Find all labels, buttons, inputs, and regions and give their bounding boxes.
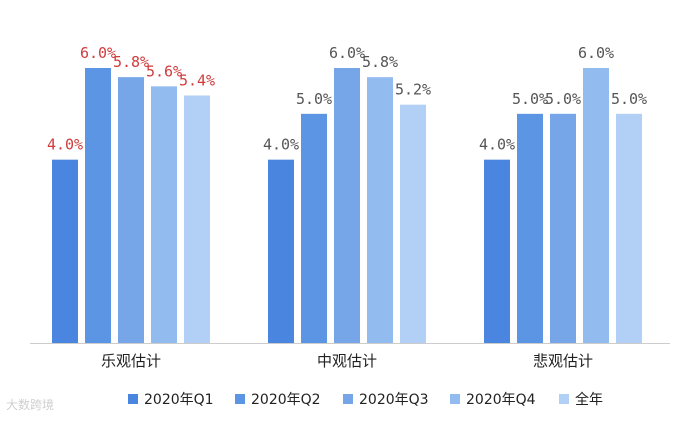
- bar-1-1: [301, 113, 327, 343]
- bar-0-2: [118, 77, 144, 344]
- bar-0-0: [52, 159, 78, 343]
- legend-swatch-4: [559, 394, 569, 404]
- category-label-0: 乐观估计: [101, 352, 161, 370]
- value-label-2-1: 5.0%: [512, 90, 548, 108]
- value-label-0-3: 5.6%: [146, 62, 182, 80]
- legend: 2020年Q1 2020年Q2 2020年Q3 2020年Q4 全年: [128, 391, 603, 408]
- category-labels-group: 乐观估计 中观估计 悲观估计: [101, 352, 593, 370]
- value-label-1-2: 6.0%: [329, 44, 365, 62]
- bar-1-3: [367, 77, 393, 344]
- category-label-2: 悲观估计: [533, 352, 593, 370]
- legend-swatch-2: [343, 394, 353, 404]
- bar-0-4: [184, 95, 210, 343]
- value-label-0-2: 5.8%: [113, 53, 149, 71]
- value-label-0-4: 5.4%: [179, 72, 215, 90]
- category-label-1: 中观估计: [317, 352, 377, 370]
- legend-swatch-0: [128, 394, 138, 404]
- bar-1-0: [268, 159, 294, 343]
- bar-1-2: [334, 68, 360, 343]
- watermark: 大数跨境: [6, 398, 55, 412]
- bar-1-4: [400, 104, 426, 344]
- legend-swatch-3: [450, 394, 460, 404]
- bar-0-3: [151, 86, 177, 343]
- value-label-1-1: 5.0%: [296, 90, 332, 108]
- bar-2-2: [550, 113, 576, 343]
- bar-2-4: [616, 113, 642, 343]
- value-label-2-4: 5.0%: [611, 90, 647, 108]
- legend-label-4: 全年: [575, 391, 603, 408]
- value-label-1-4: 5.2%: [395, 81, 431, 99]
- value-label-0-1: 6.0%: [80, 44, 116, 62]
- legend-label-1: 2020年Q2: [251, 392, 321, 408]
- bar-2-3: [583, 68, 609, 343]
- value-label-1-3: 5.8%: [362, 53, 398, 71]
- value-labels-group: 4.0%6.0%5.8%5.6%5.4%4.0%5.0%6.0%5.8%5.2%…: [47, 44, 647, 154]
- bar-2-0: [484, 159, 510, 343]
- value-label-1-0: 4.0%: [263, 136, 299, 154]
- bar-0-1: [85, 68, 111, 343]
- value-label-2-3: 6.0%: [578, 44, 614, 62]
- legend-label-2: 2020年Q3: [359, 392, 429, 408]
- bar-2-1: [517, 113, 543, 343]
- bars-group: [52, 68, 642, 344]
- value-label-2-2: 5.0%: [545, 90, 581, 108]
- value-label-2-0: 4.0%: [479, 136, 515, 154]
- legend-label-0: 2020年Q1: [144, 392, 214, 408]
- legend-label-3: 2020年Q4: [466, 392, 536, 408]
- legend-swatch-1: [235, 394, 245, 404]
- value-label-0-0: 4.0%: [47, 136, 83, 154]
